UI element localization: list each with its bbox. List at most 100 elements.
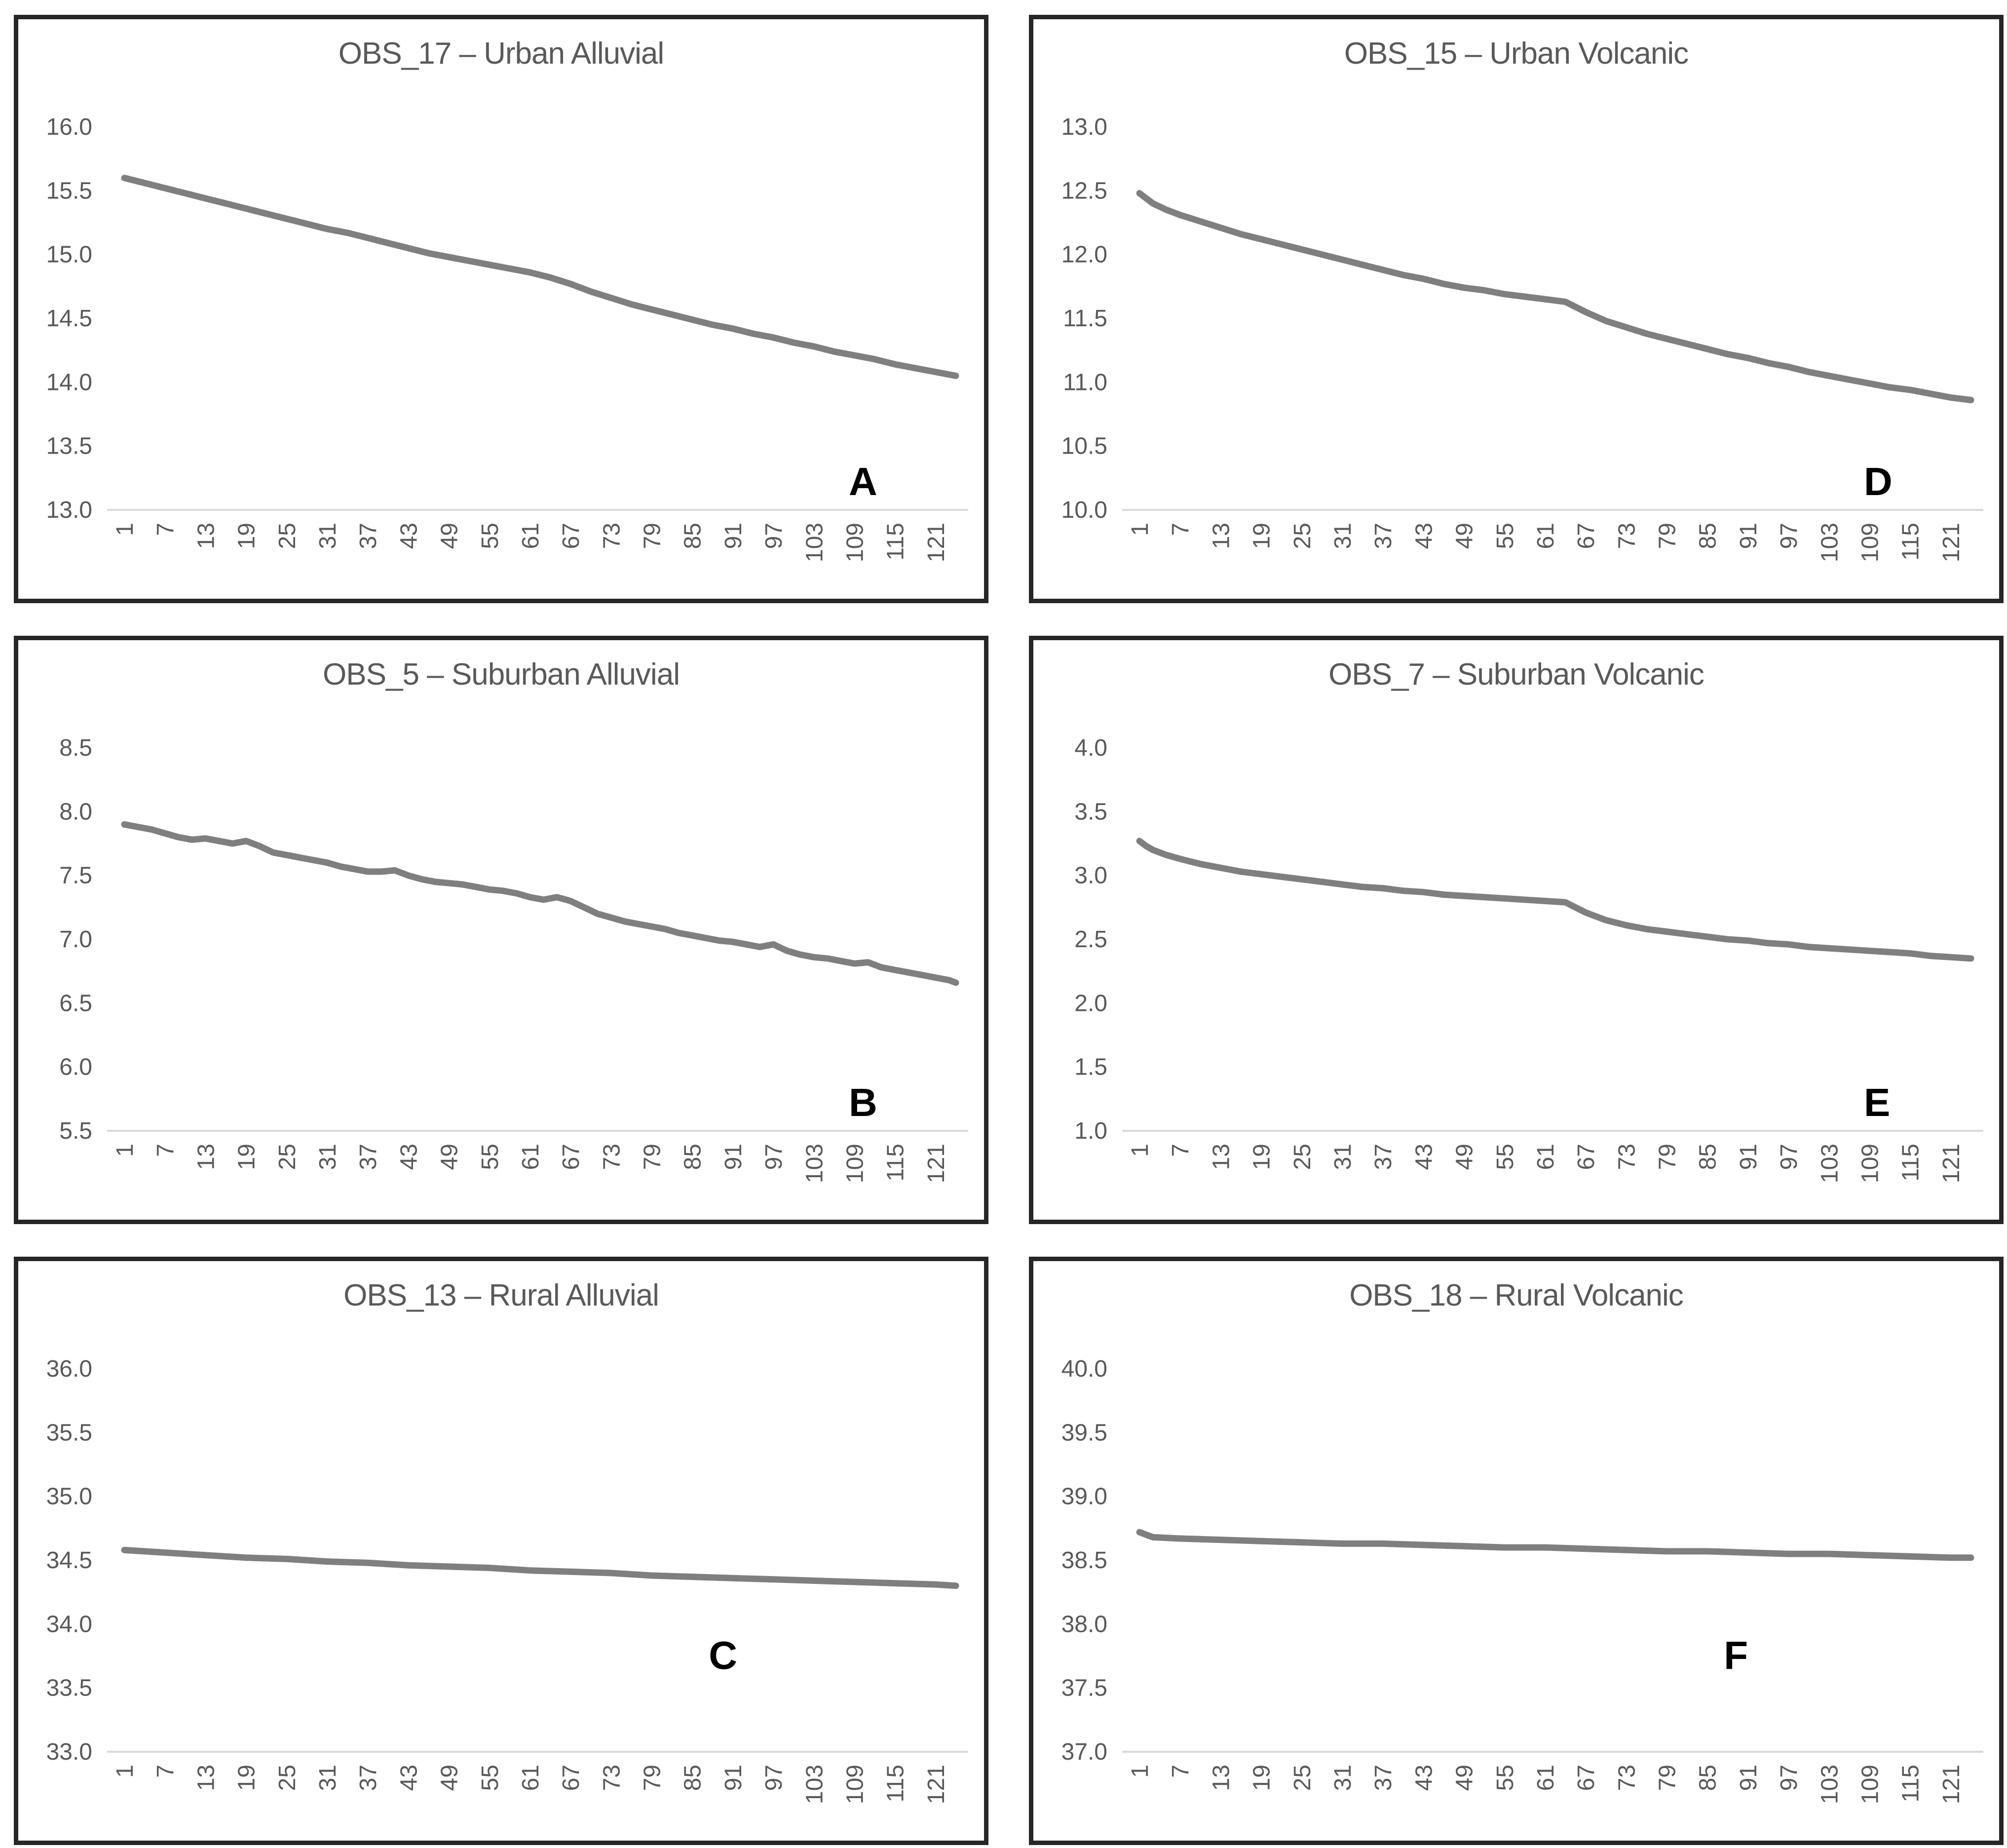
y-tick-label: 12.5: [1061, 178, 1107, 204]
x-tick-label: 115: [883, 1765, 909, 1803]
x-tick-label: 115: [883, 1144, 909, 1182]
x-tick-label: 7: [1168, 523, 1194, 536]
x-tick-label: 61: [518, 1765, 544, 1791]
plot-area: 16.0 15.5 15.0 14.5 14.0 13.5 13.0 1 7 13 19 25 31 37…: [18, 74, 984, 599]
x-tick-label: 25: [1289, 1144, 1316, 1170]
data-series-line: [121, 175, 959, 379]
y-tick-label: 8.5: [59, 735, 92, 761]
y-tick-label: 3.5: [1074, 799, 1107, 825]
y-tick-label: 33.5: [46, 1675, 92, 1701]
x-tick-label: 85: [1695, 523, 1721, 549]
x-tick-label: 79: [640, 1144, 666, 1170]
y-tick-label: 37.0: [1061, 1739, 1107, 1765]
x-tick-label: 31: [315, 1765, 341, 1791]
y-tick-label: 13.0: [46, 497, 92, 523]
x-tick-label: 37: [355, 1144, 381, 1170]
y-tick-label: 11.0: [1063, 369, 1107, 395]
x-tick-label: 91: [720, 523, 747, 549]
x-tick-label: 109: [842, 1765, 869, 1804]
x-tick-label: 43: [396, 1144, 422, 1170]
y-tick-label: 7.5: [59, 863, 92, 889]
x-tick-label: 61: [1533, 1765, 1559, 1791]
x-tick-label: 97: [1776, 523, 1802, 549]
x-tick-label: 73: [599, 1144, 625, 1170]
chart-panel-a: OBS_17 – Urban Alluvial 16.0 15.5 15.0 14.5…: [14, 15, 988, 603]
y-tick-label: 3.0: [1074, 863, 1107, 889]
x-tick-label: 25: [274, 523, 301, 549]
x-tick-label: 19: [1249, 523, 1275, 549]
x-tick-label: 73: [599, 523, 625, 549]
x-tick-label: 97: [1776, 1144, 1802, 1170]
x-tick-label: 121: [1938, 1765, 1965, 1804]
x-tick-label: 61: [1533, 523, 1559, 549]
x-tick-label: 49: [437, 523, 463, 549]
x-tick-label: 7: [152, 1144, 179, 1157]
x-tick-label: 49: [437, 1765, 463, 1791]
data-series-line: [1136, 1529, 1974, 1561]
x-tick-label: 109: [1857, 1144, 1884, 1183]
x-tick-label: 115: [1898, 1144, 1924, 1182]
y-tick-label: 7.0: [59, 926, 92, 953]
y-tick-label: 38.0: [1061, 1611, 1107, 1637]
y-tick-label: 2.5: [1074, 926, 1107, 953]
data-series-line: [1136, 190, 1974, 403]
x-tick-label: 49: [1452, 523, 1478, 549]
plot-area: 4.0 3.5 3.0 2.5 2.0 1.5 1.0 1 7 13 19 25 31 37 43 49 55 6…: [1033, 694, 1999, 1220]
x-tick-label: 91: [720, 1765, 747, 1791]
x-tick-label: 43: [1411, 1144, 1437, 1170]
x-tick-label: 31: [1330, 1765, 1356, 1791]
x-tick-label: 49: [1452, 1144, 1478, 1170]
y-tick-label: 6.0: [59, 1054, 92, 1080]
x-tick-label: 13: [193, 1144, 219, 1170]
x-tick-label: 43: [1411, 1765, 1437, 1791]
chart-title: OBS_13 – Rural Alluvial: [343, 1278, 659, 1312]
y-tick-label: 5.5: [59, 1118, 92, 1144]
x-tick-label: 19: [234, 1144, 260, 1170]
x-tick-label: 61: [1533, 1144, 1559, 1170]
x-tick-label: 61: [518, 523, 544, 549]
x-tick-label: 13: [1208, 1765, 1234, 1791]
x-tick-label: 79: [640, 1765, 666, 1791]
x-tick-label: 97: [761, 1765, 787, 1791]
x-tick-label: 79: [1655, 1765, 1681, 1791]
x-tick-label: 31: [1330, 1144, 1356, 1170]
x-tick-label: 97: [761, 523, 787, 549]
data-series-line: [121, 821, 959, 986]
x-tick-label: 85: [1695, 1144, 1721, 1170]
x-tick-label: 103: [1817, 523, 1843, 562]
x-tick-label: 73: [599, 1765, 625, 1791]
x-tick-label: 1: [1127, 1144, 1153, 1157]
x-tick-label: 49: [1452, 1765, 1478, 1791]
x-tick-label: 55: [477, 1144, 503, 1170]
x-tick-label: 109: [1857, 1765, 1884, 1804]
x-tick-label: 37: [1370, 523, 1397, 549]
plot-area: 8.5 8.0 7.5 7.0 6.5 6.0 5.5 1 7 13 19 25 31 37 43 49 55 6…: [18, 694, 984, 1220]
x-tick-label: 1: [112, 523, 138, 536]
y-tick-label: 34.0: [46, 1611, 92, 1637]
chart-svg: 4.0 3.5 3.0 2.5 2.0 1.5 1.0 1 7 13 19 25 31 37 43 49 55 6…: [1074, 735, 1983, 1183]
x-tick-label: 121: [1938, 1144, 1965, 1183]
x-tick-label: 85: [680, 1765, 706, 1791]
x-tick-label: 85: [680, 1144, 706, 1170]
panel-letter: E: [1864, 1080, 1891, 1125]
y-tick-label: 8.0: [59, 799, 92, 825]
x-tick-label: 115: [1898, 1765, 1924, 1803]
plot-area: 40.0 39.5 39.0 38.5 38.0 37.5 37.0 1 7 13 19 25 31 37…: [1033, 1315, 1999, 1841]
x-tick-label: 91: [720, 1144, 747, 1170]
chart-panel-b: OBS_5 – Suburban Alluvial 8.5 8.0 7.5 7.0 6.…: [14, 636, 988, 1224]
y-tick-label: 35.0: [46, 1484, 92, 1510]
chart-svg: 13.0 12.5 12.0 11.5 11.0 10.5 10.0 1 7 13 19 25 31 37…: [1061, 114, 1983, 562]
x-tick-label: 67: [1573, 1765, 1599, 1791]
x-tick-label: 7: [1168, 1144, 1194, 1157]
y-tick-label: 6.5: [59, 990, 92, 1016]
x-tick-label: 1: [112, 1765, 138, 1778]
x-tick-label: 103: [801, 1765, 828, 1804]
chart-svg: 40.0 39.5 39.0 38.5 38.0 37.5 37.0 1 7 13 19 25 31 37…: [1061, 1356, 1983, 1804]
x-tick-label: 7: [152, 1765, 179, 1778]
x-tick-label: 55: [1492, 1144, 1518, 1170]
chart-svg: 8.5 8.0 7.5 7.0 6.5 6.0 5.5 1 7 13 19 25 31 37 43 49 55 6…: [59, 735, 968, 1183]
chart-title: OBS_18 – Rural Volcanic: [1349, 1278, 1684, 1312]
x-tick-label: 103: [801, 1144, 828, 1183]
x-tick-label: 25: [274, 1765, 301, 1791]
